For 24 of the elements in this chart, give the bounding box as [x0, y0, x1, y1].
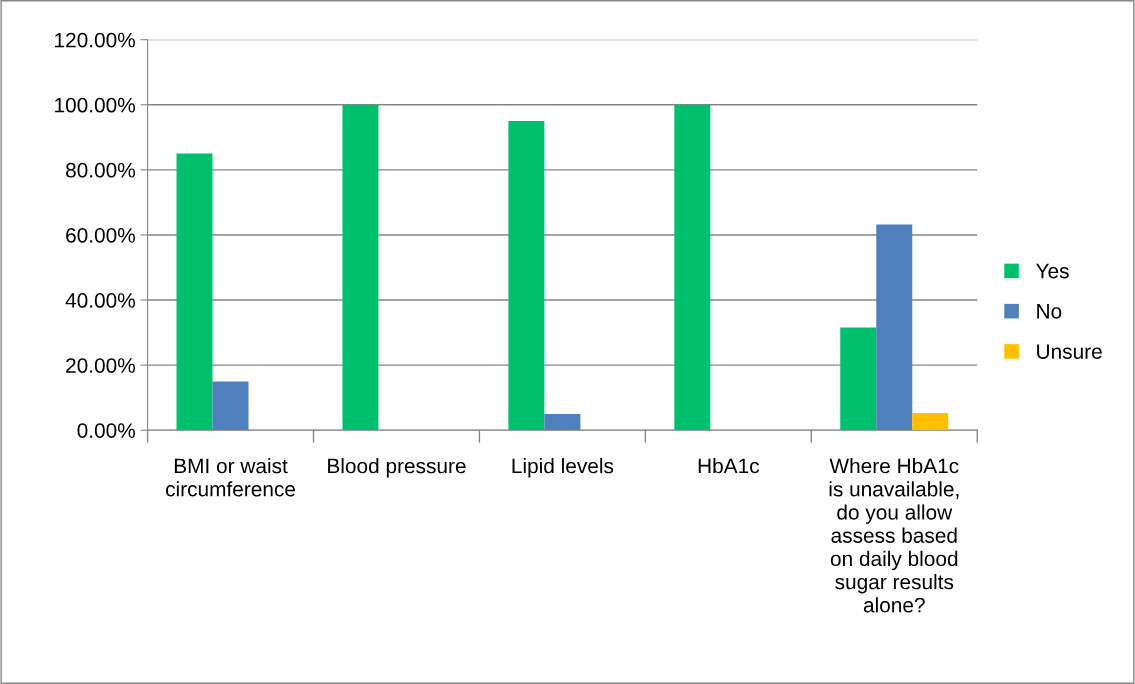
x-tick-label: Lipid levels — [512, 458, 614, 478]
x-tick-label: BMI or waist circumference — [165, 458, 296, 497]
bar — [876, 224, 913, 431]
bar — [674, 104, 711, 431]
y-tick-label: 0.00% — [77, 423, 136, 438]
y-tick-label: 40.00% — [65, 293, 136, 308]
bar — [176, 153, 213, 431]
bar — [342, 104, 379, 431]
y-tick-label: 80.00% — [66, 162, 136, 178]
y-tick-label: 120.00% — [55, 32, 136, 48]
bar — [840, 327, 877, 431]
y-tick-label: 20.00% — [66, 358, 136, 373]
legend-label: No — [1037, 304, 1062, 319]
x-tick-label: Blood pressure — [328, 458, 466, 478]
bar — [912, 412, 949, 431]
x-tick-label: Where HbA1c is unavailable, do you allow assess based on daily blood sugar results alone? — [829, 458, 959, 613]
bar — [544, 413, 581, 431]
legend-label: Yes — [1035, 263, 1069, 279]
x-tick-label: HbA1c — [698, 458, 760, 474]
y-tick-label: 60.00% — [66, 227, 136, 243]
bar — [508, 121, 545, 431]
bar — [212, 381, 249, 431]
y-tick-label: 100.00% — [55, 97, 136, 113]
legend-label: Unsure — [1037, 344, 1102, 359]
